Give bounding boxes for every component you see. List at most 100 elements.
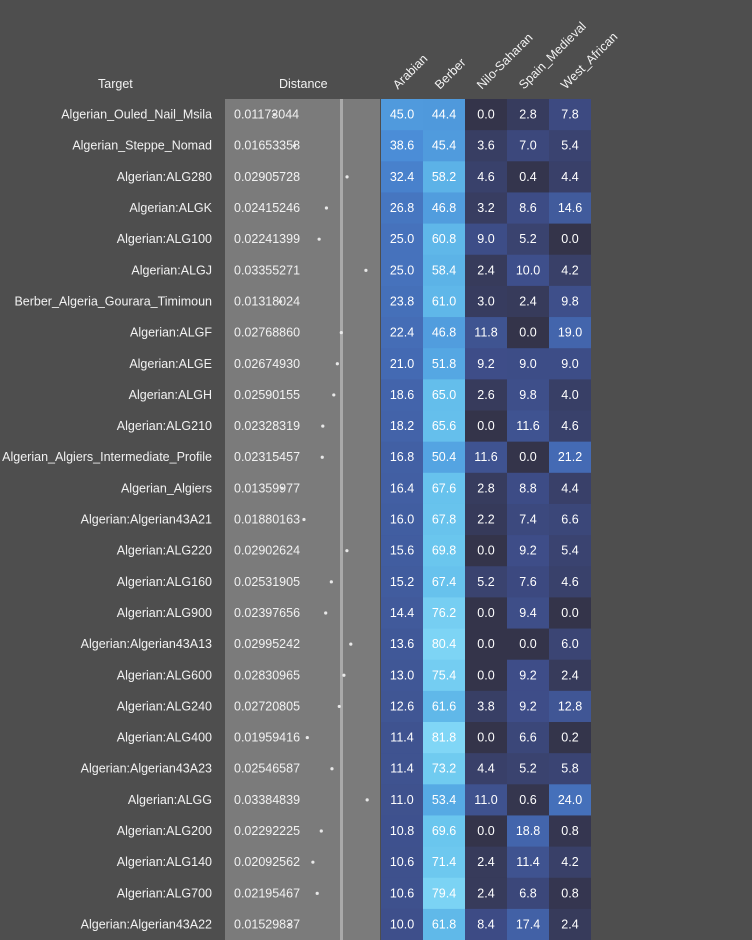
heatmap-cell-value: 5.2 [477,575,494,589]
heatmap-cell-value: 4.6 [561,575,578,589]
heatmap-cell [549,784,591,816]
heatmap-cell-value: 25.0 [390,232,414,246]
heatmap-cell [549,908,591,940]
heatmap-cell-value: 7.4 [519,513,536,527]
heatmap-cell [465,815,507,848]
target-label: Algerian:ALG900 [117,606,212,620]
heatmap-cell [507,379,549,411]
distance-value: 0.01359977 [234,481,300,495]
heatmap-cell [549,285,591,318]
distance-value: 0.02720805 [234,699,300,713]
heatmap-cell-value: 9.2 [519,544,536,558]
distance-value: 0.02241399 [234,232,300,246]
heatmap-cell [549,379,591,411]
heatmap-cell [549,161,591,193]
heatmap-cell [507,441,549,474]
distance-dot [345,175,349,179]
distance-dot [278,299,282,304]
heatmap-cell [465,722,507,754]
heatmap-cell-value: 51.8 [432,357,456,371]
target-label: Algerian_Algiers [121,481,212,495]
target-label: Algerian:ALGF [130,326,212,340]
heatmap-cell [423,846,465,879]
distance-dot [365,798,369,802]
target-label: Algerian_Ouled_Nail_Msila [61,108,212,122]
distance-dot [302,517,306,522]
target-label: Algerian:ALG210 [117,419,212,433]
heatmap-cell-value: 24.0 [558,793,582,807]
heatmap-cell-value: 0.2 [561,731,578,745]
heatmap-cell [423,566,465,598]
distance-value: 0.02315457 [234,450,300,464]
distance-dot [280,486,284,490]
heatmap-cell-value: 14.4 [390,606,414,620]
heatmap-cell [465,597,507,630]
heatmap-cell-value: 67.4 [432,575,456,589]
heatmap-cell [549,441,591,474]
heatmap-cell-value: 5.4 [561,544,578,558]
distance-dot [342,673,346,677]
target-label: Algerian:ALG240 [117,699,212,713]
heatmap-cell [465,877,507,910]
heatmap-cell-value: 5.8 [561,762,578,776]
heatmap-cell-value: 2.4 [561,668,578,682]
heatmap-cell [465,566,507,598]
heatmap-cell [381,659,423,692]
heatmap-cell [381,722,423,754]
heatmap-cell [381,908,423,940]
heatmap-cell-value: 45.4 [432,139,456,153]
target-label: Algerian:Algerian43A22 [81,917,212,931]
heatmap-cell-value: 0.0 [477,606,494,620]
heatmap-cell-value: 69.6 [432,824,456,838]
heatmap-cell-value: 2.4 [477,855,494,869]
heatmap-cell [381,566,423,598]
heatmap-cell [507,223,549,256]
heatmap-cell [507,908,549,940]
heatmap-cell-value: 9.8 [561,294,578,308]
heatmap-cell [549,877,591,910]
heatmap-cell [507,690,549,723]
heatmap-cell [549,722,591,754]
distance-dot [272,112,276,117]
heatmap-cell [423,908,465,940]
heatmap-cell-value: 2.8 [519,108,536,122]
heatmap-cell [507,753,549,785]
heatmap-cell-value: 22.4 [390,326,414,340]
heatmap-cell [381,753,423,785]
heatmap-cell-value: 2.4 [477,886,494,900]
heatmap-cell-value: 44.4 [432,108,456,122]
heatmap-cell [507,161,549,193]
heatmap-cell-value: 0.8 [561,824,578,838]
heatmap-cell-value: 18.2 [390,419,414,433]
heatmap-cell [381,535,423,567]
heatmap-cell [423,441,465,474]
heatmap-cell [423,317,465,349]
heatmap-cell [381,690,423,723]
heatmap-cell-value: 9.2 [477,357,494,371]
heatmap-cell [507,192,549,225]
heatmap-cell [381,161,423,193]
distance-dot [332,393,336,397]
heatmap-cell-value: 4.0 [561,388,578,402]
distance-value: 0.03384839 [234,793,300,807]
heatmap-cell [465,908,507,940]
heatmap-cell-value: 10.0 [516,263,540,277]
distance-value: 0.01959416 [234,731,300,745]
heatmap-cell [549,317,591,349]
heatmap-cell-value: 58.4 [432,263,456,277]
distance-dot [364,268,368,272]
heatmap-cell [381,410,423,443]
heatmap-cell-value: 6.8 [519,886,536,900]
heatmap-cell [423,130,465,162]
heatmap-cell-value: 0.0 [519,450,536,464]
heatmap-cell [381,441,423,474]
heatmap-cell [381,628,423,661]
heatmap-cell [465,379,507,411]
distance-dot [335,362,339,366]
heatmap-cell-value: 75.4 [432,668,456,682]
heatmap-cell-value: 18.6 [390,388,414,402]
heatmap-cell-value: 11.8 [474,326,497,340]
distance-value: 0.02531905 [234,575,300,589]
heatmap-cell [465,130,507,162]
heatmap-cell-value: 21.2 [558,450,582,464]
